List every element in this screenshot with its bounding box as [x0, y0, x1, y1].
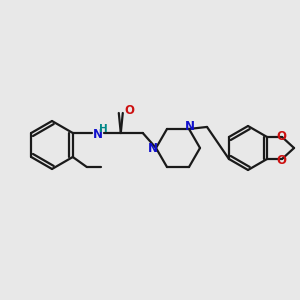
Text: O: O: [276, 154, 286, 166]
Text: O: O: [276, 130, 286, 142]
Text: O: O: [125, 103, 135, 116]
Text: H: H: [99, 124, 108, 134]
Text: N: N: [148, 142, 158, 154]
Text: N: N: [93, 128, 103, 142]
Text: N: N: [185, 120, 195, 134]
